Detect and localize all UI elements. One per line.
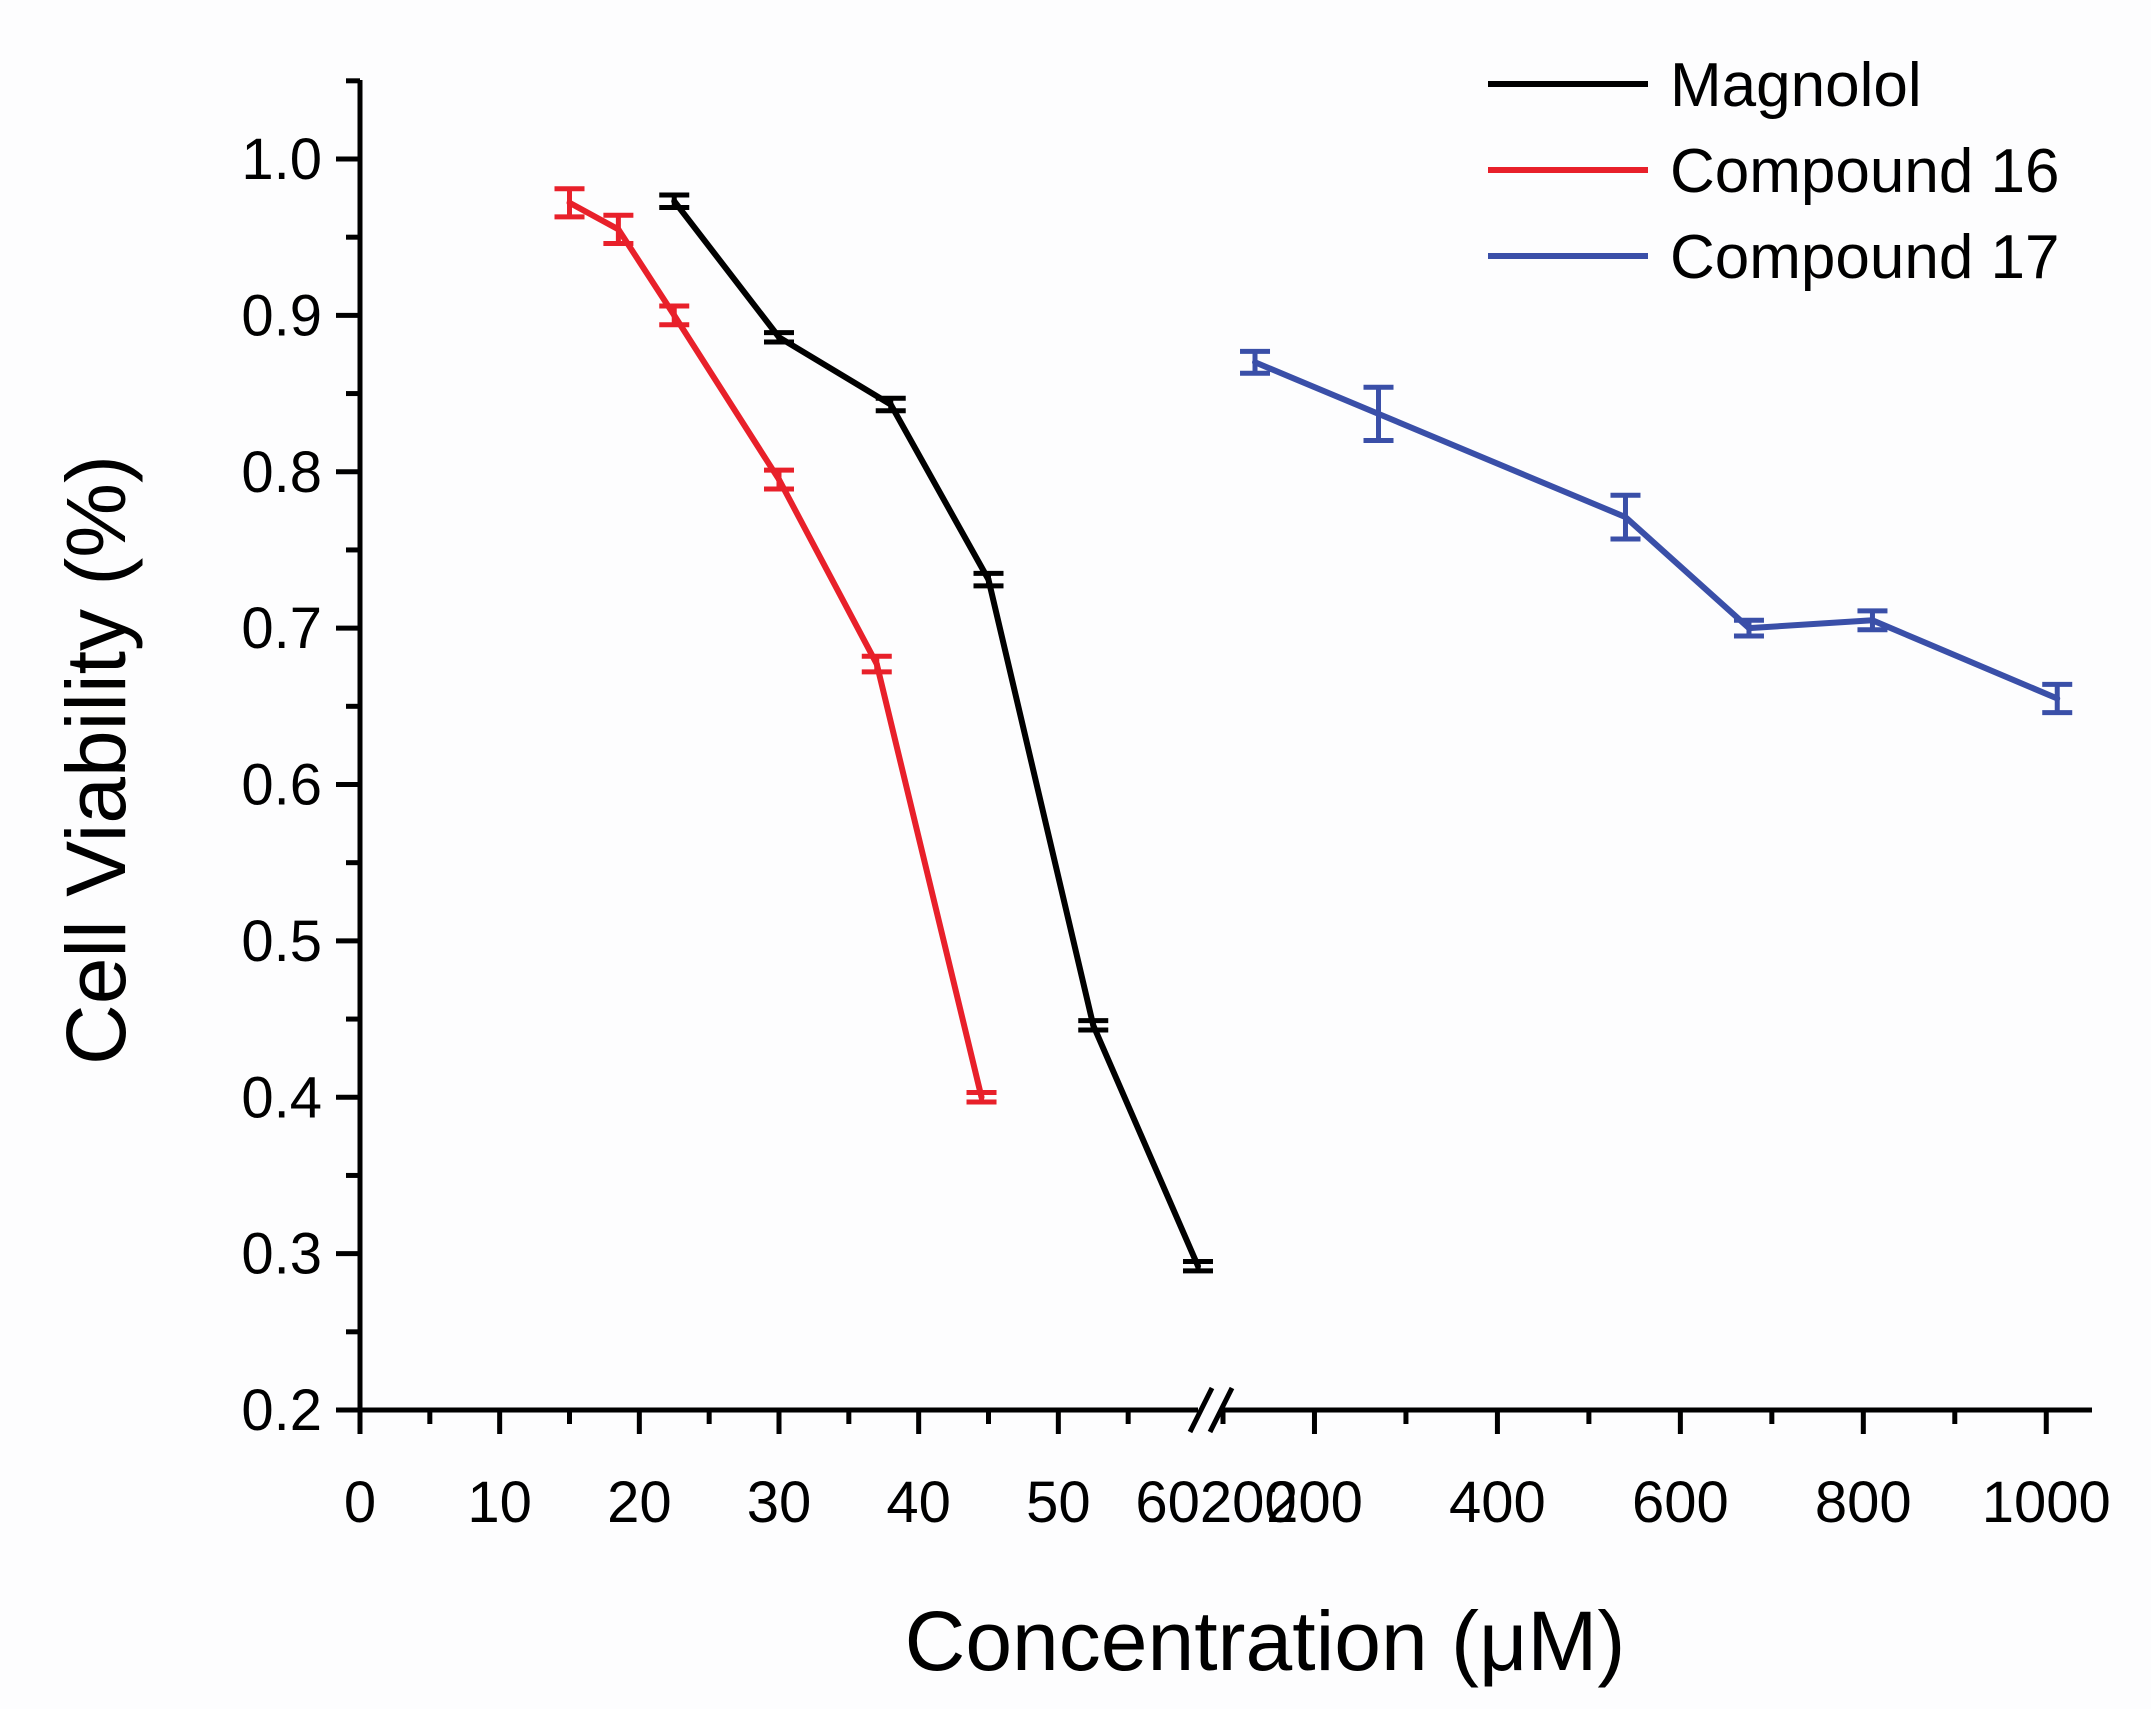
- series-magnolol: [659, 192, 1213, 1274]
- x-tick-label: 10: [467, 1470, 532, 1535]
- y-tick-label: 0.6: [241, 753, 322, 818]
- x-tick-label: 50: [1026, 1470, 1091, 1535]
- series-line: [568, 200, 985, 1098]
- data-point: [978, 1094, 985, 1101]
- error-bar: [659, 303, 690, 328]
- y-tick-label: 0.3: [241, 1222, 322, 1287]
- x-tick-label: 1000: [1982, 1470, 2111, 1535]
- error-bar: [764, 330, 794, 345]
- x-tick-label: 800: [1815, 1470, 1912, 1535]
- error-bar: [1857, 608, 1888, 633]
- data-point: [566, 199, 573, 206]
- legend: Magnolol Compound 16 Compound 17: [1488, 51, 2060, 292]
- error-bar: [1240, 348, 1271, 376]
- data-point: [1090, 1022, 1097, 1029]
- legend-label: Compound 16: [1670, 137, 2060, 206]
- data-point: [671, 312, 678, 319]
- error-bar: [2042, 681, 2073, 716]
- series-layer: [554, 186, 2073, 1274]
- y-tick-label: 0.4: [241, 1065, 322, 1130]
- x-tick-label: 200: [1266, 1470, 1363, 1535]
- y-tick-label: 0.5: [241, 909, 322, 974]
- data-point: [1622, 514, 1629, 521]
- legend-item: Compound 16: [1488, 137, 2060, 206]
- y-tick-label: 0.7: [241, 596, 322, 661]
- y-axis-title: Cell Viability (%): [49, 455, 143, 1065]
- legend-item: Magnolol: [1488, 51, 1922, 120]
- data-point: [615, 226, 622, 233]
- y-tick-label: 0.8: [241, 440, 322, 505]
- data-point: [1252, 359, 1259, 366]
- series-compound-16: [554, 186, 997, 1105]
- data-point: [2054, 695, 2061, 702]
- ticks: 0.2 0.3 0.4 0.5 0.6 0.7 0.8 0.9 1.0 0 10 20 30 40 50 20…: [241, 78, 2111, 1535]
- error-bar: [861, 653, 892, 675]
- data-point: [671, 198, 678, 205]
- error-bar: [1363, 384, 1394, 443]
- series-line: [1253, 359, 2059, 702]
- series-compound-17: [1240, 348, 2073, 716]
- x-tick-label: 0: [344, 1470, 376, 1535]
- y-tick-label: 0.2: [241, 1378, 322, 1443]
- x-tick-label: 20: [607, 1470, 672, 1535]
- data-point: [1869, 617, 1876, 624]
- data-point: [776, 476, 782, 483]
- legend-label: Magnolol: [1670, 51, 1922, 120]
- x-tick-label: 40: [886, 1470, 951, 1535]
- axis-break-mark: [1187, 1386, 1215, 1434]
- legend-item: Compound 17: [1488, 223, 2060, 292]
- data-point: [873, 661, 880, 668]
- data-point: [887, 401, 894, 408]
- error-bar: [603, 212, 634, 246]
- data-point: [776, 334, 782, 341]
- error-bar: [1183, 1258, 1213, 1274]
- x-tick-label: 60200: [1135, 1470, 1296, 1535]
- error-bar: [659, 192, 690, 210]
- error-bar: [966, 1090, 997, 1105]
- data-point: [1375, 410, 1382, 417]
- x-tick-label: 600: [1632, 1470, 1729, 1535]
- error-bar: [554, 186, 585, 220]
- data-point: [985, 576, 992, 583]
- error-bar: [875, 395, 906, 414]
- error-bar: [1078, 1018, 1109, 1033]
- data-point: [1195, 1263, 1201, 1270]
- x-tick-label: 30: [747, 1470, 812, 1535]
- legend-label: Compound 17: [1670, 223, 2060, 292]
- error-bar: [764, 467, 794, 492]
- x-tick-label: 400: [1449, 1470, 1546, 1535]
- error-bar: [1733, 617, 1764, 639]
- y-tick-label: 1.0: [241, 127, 322, 192]
- x-axis-title: Concentration (μM): [905, 1594, 1626, 1688]
- data-point: [1745, 625, 1752, 632]
- error-bar: [1610, 492, 1641, 542]
- error-bar: [973, 570, 1004, 589]
- y-tick-label: 0.9: [241, 283, 322, 348]
- series-line: [671, 199, 1201, 1268]
